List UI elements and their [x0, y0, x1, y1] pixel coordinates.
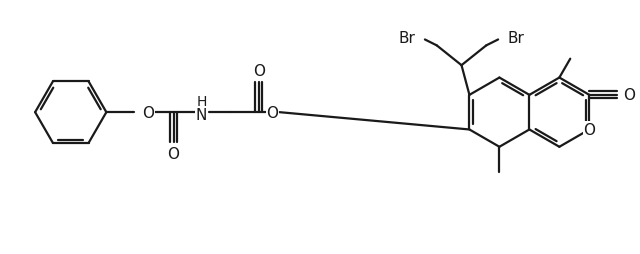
- Text: N: N: [196, 107, 207, 122]
- Text: O: O: [623, 88, 635, 103]
- Text: Br: Br: [398, 31, 415, 46]
- Text: O: O: [583, 122, 595, 137]
- Text: O: O: [253, 64, 265, 79]
- Text: O: O: [266, 105, 278, 120]
- Text: Br: Br: [508, 31, 525, 46]
- Text: O: O: [168, 147, 180, 162]
- Text: H: H: [197, 95, 207, 109]
- Text: O: O: [142, 105, 154, 120]
